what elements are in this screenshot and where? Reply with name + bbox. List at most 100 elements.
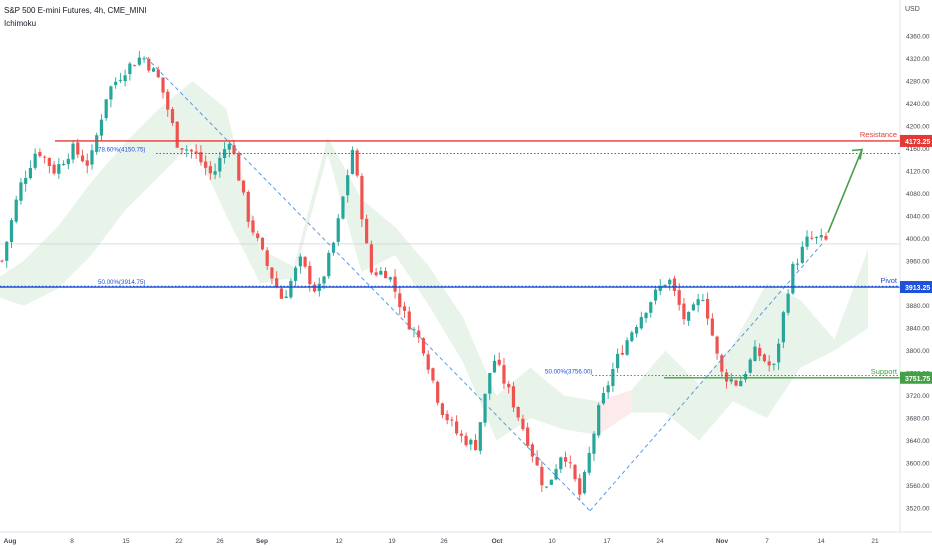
candle-body [436, 381, 440, 403]
candle-body [805, 236, 809, 247]
candle-body [393, 276, 397, 292]
candle-body [535, 456, 539, 466]
cloud-segment [732, 283, 767, 419]
candle-body [630, 332, 634, 342]
candle-body [791, 263, 795, 294]
candle-body [488, 373, 492, 394]
candle-body [814, 237, 819, 239]
candle-body [19, 182, 23, 201]
candle-body [734, 380, 738, 386]
time-tick-label: 7 [765, 538, 769, 545]
candle-body [810, 237, 814, 239]
price-axis-background [900, 0, 932, 550]
candle-body [625, 340, 629, 355]
candle-body [526, 427, 530, 446]
cloud-segment [834, 249, 868, 351]
candle-body [374, 272, 378, 276]
candle-body [156, 69, 160, 78]
candle-body [592, 433, 596, 454]
candle-body [658, 286, 662, 291]
candle-body [151, 68, 156, 72]
candle-body [492, 360, 497, 373]
candle-body [350, 150, 355, 174]
candle-body [213, 171, 217, 175]
candle-body [398, 293, 402, 308]
cloud-segment [125, 109, 159, 211]
candle-body [279, 288, 284, 299]
candle-body [66, 158, 70, 165]
candle-body [559, 457, 563, 470]
candle-body [781, 312, 785, 343]
cloud-segment [226, 109, 261, 284]
candle-body [132, 65, 137, 67]
candle-body [682, 303, 686, 320]
candle-body [421, 338, 426, 354]
level-price-tag: 4173.25 [905, 139, 930, 146]
level-price-tag-bg [900, 281, 932, 294]
price-tick-label: 3800.00 [906, 348, 930, 355]
candle-body [185, 149, 189, 151]
candle-body [33, 153, 37, 168]
cloud-segment [564, 395, 598, 435]
candle-body [5, 241, 9, 261]
candle-body [218, 157, 222, 172]
candle-body [109, 86, 113, 100]
candle-body [540, 467, 544, 486]
time-tick-label: 14 [817, 538, 825, 545]
price-tick-label: 3880.00 [906, 303, 930, 310]
candle-body [24, 177, 28, 184]
candle-body [616, 353, 620, 369]
time-tick-label: 12 [335, 538, 343, 545]
candle-body [104, 99, 108, 119]
candle-body [327, 252, 331, 277]
candle-body [634, 327, 639, 334]
candle-body [365, 218, 369, 244]
candle-body [99, 119, 104, 136]
candle-body [312, 284, 317, 292]
price-tick-label: 4360.00 [906, 34, 930, 41]
candle-body [369, 244, 373, 273]
candle-body [275, 278, 279, 288]
price-tick-label: 4240.00 [906, 101, 930, 108]
candle-body [227, 144, 231, 150]
price-tick-label: 3680.00 [906, 416, 930, 423]
candle-body [147, 58, 151, 71]
candle-body [483, 393, 487, 423]
time-tick-label: 26 [216, 538, 224, 545]
candle-body [402, 306, 407, 311]
time-tick-label: 10 [548, 538, 556, 545]
candle-body [644, 312, 648, 319]
time-tick-label: 24 [656, 538, 664, 545]
candle-body [360, 176, 364, 220]
candle-body [786, 293, 790, 313]
price-tick-label: 4280.00 [906, 78, 930, 85]
candle-body [739, 380, 743, 387]
candle-body [180, 148, 184, 150]
candle-body [597, 405, 601, 436]
candle-body [544, 486, 549, 488]
candle-body [469, 439, 473, 445]
price-tick-label: 4120.00 [906, 168, 930, 175]
candle-body [563, 457, 568, 462]
level-label: Support [871, 367, 898, 376]
candle-body [530, 444, 534, 457]
candle-body [606, 385, 610, 393]
candle-body [639, 317, 643, 329]
candle-body [85, 160, 89, 166]
candle-body [166, 91, 170, 110]
candle-body [204, 161, 208, 168]
candle-body [800, 246, 804, 263]
candle-body [161, 77, 165, 93]
time-tick-label: 19 [388, 538, 396, 545]
candle-body [455, 421, 459, 434]
candle-body [582, 472, 587, 494]
candle-body [284, 296, 288, 299]
time-tick-label: 22 [175, 538, 183, 545]
candle-body [208, 166, 212, 174]
candle-body [578, 478, 582, 495]
candle-body [554, 469, 558, 480]
level-price-tag: 3751.75 [905, 376, 930, 383]
price-axis[interactable]: 4360.00 4320.00 4280.00 4240.00 4200.00 4160.… [899, 0, 932, 550]
time-axis[interactable]: Aug 8 15 22 26 Sep 12 19 26 Oct 10 17 24 Nov 7 14 21 [0, 531, 932, 550]
